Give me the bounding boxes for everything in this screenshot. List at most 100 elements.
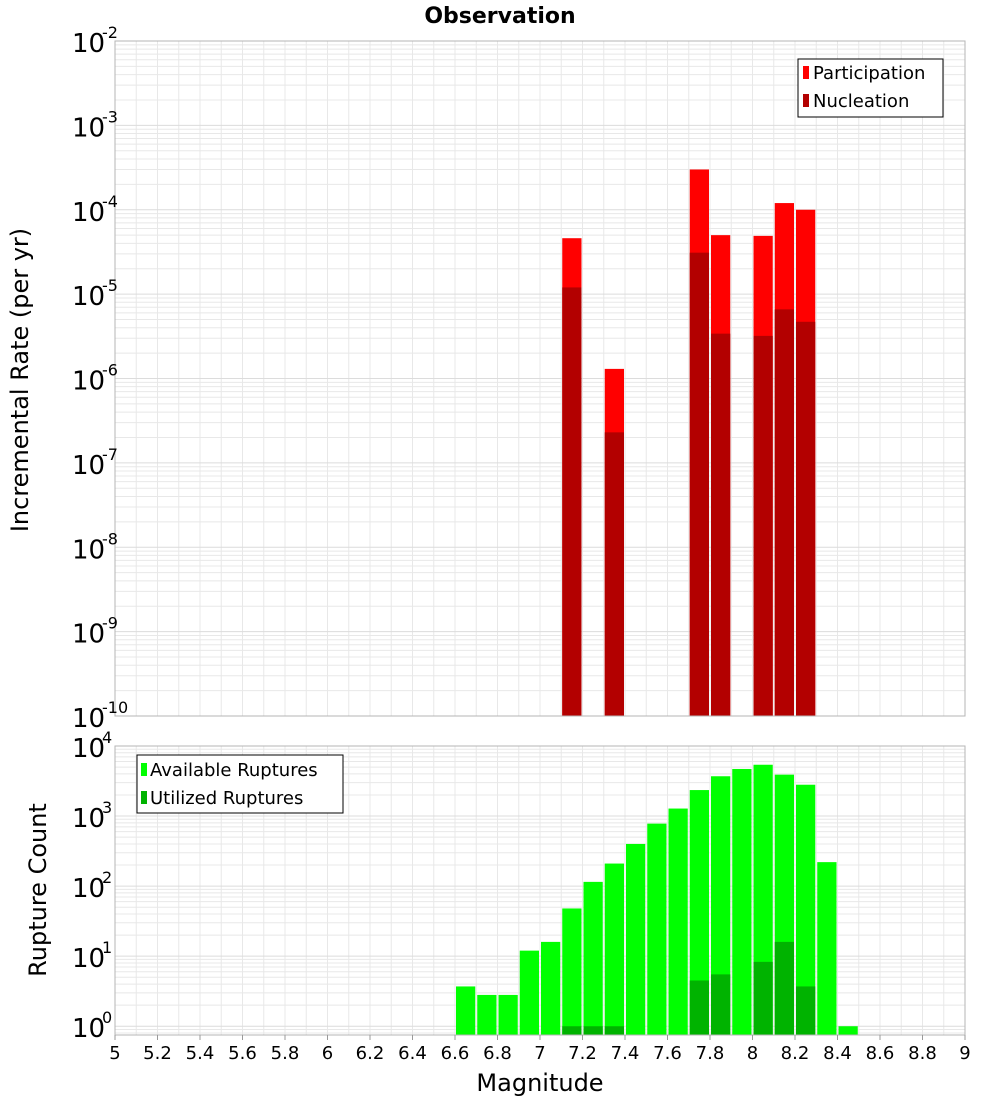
top-series-nucleation (562, 252, 816, 716)
y-tick-exponent: -2 (102, 23, 118, 42)
bar (838, 1026, 858, 1035)
y-tick-label: 10 (72, 804, 105, 834)
y-tick-exponent: -4 (102, 192, 118, 211)
x-tick-label: 6 (322, 1043, 333, 1064)
legend-swatch-utilized (141, 791, 147, 804)
bar (711, 974, 731, 1035)
x-tick-label: 9 (959, 1043, 970, 1064)
bottom-y-axis-label: Rupture Count (24, 803, 52, 977)
legend-label-nucleation: Nucleation (813, 91, 909, 112)
x-tick-label: 8.8 (908, 1043, 937, 1064)
top-legend: Participation Nucleation (797, 58, 944, 118)
x-tick-label: 7.8 (696, 1043, 725, 1064)
x-tick-label: 8.4 (823, 1043, 852, 1064)
y-tick-exponent: 2 (102, 868, 112, 887)
x-tick-label: 5.6 (228, 1043, 257, 1064)
y-tick-label: 10 (72, 944, 105, 974)
bottom-series-available-ruptures (456, 764, 858, 1035)
legend-swatch-nucleation (803, 94, 809, 107)
y-tick-label: 10 (72, 734, 105, 764)
y-tick-exponent: 1 (102, 938, 112, 957)
bar (562, 1026, 582, 1035)
bar (753, 961, 773, 1035)
bar (604, 432, 624, 716)
bottom-legend-box (136, 754, 344, 814)
legend-label-participation: Participation (813, 63, 925, 84)
x-tick-label: 6.8 (483, 1043, 512, 1064)
y-tick-label: 10 (72, 113, 105, 143)
bar (647, 823, 667, 1035)
bar (796, 986, 816, 1035)
y-tick-label: 10 (72, 367, 105, 397)
bar (456, 986, 476, 1035)
bottom-legend: Available Ruptures Utilized Ruptures (136, 754, 344, 814)
bar (689, 980, 709, 1035)
x-tick-label: 5.4 (186, 1043, 215, 1064)
legend-swatch-available (141, 763, 147, 776)
bar (583, 881, 603, 1035)
y-tick-label: 10 (72, 1014, 105, 1044)
bar (774, 941, 794, 1035)
y-tick-label: 10 (72, 451, 105, 481)
x-tick-label: 8 (747, 1043, 758, 1064)
bar (711, 776, 731, 1035)
bar (604, 863, 624, 1035)
bar (583, 1026, 603, 1035)
x-tick-label: 5 (109, 1043, 120, 1064)
bar (498, 994, 518, 1035)
legend-label-available: Available Ruptures (150, 760, 318, 781)
legend-swatch-participation (803, 66, 809, 79)
y-tick-label: 10 (72, 282, 105, 312)
bar (562, 287, 582, 716)
bottom-series-utilized-ruptures (562, 941, 816, 1035)
y-tick-label: 10 (72, 535, 105, 565)
x-tick-label: 6.6 (441, 1043, 470, 1064)
y-tick-exponent: -10 (102, 698, 128, 717)
bar (732, 768, 752, 1035)
top-grid (114, 40, 966, 717)
bar (711, 333, 731, 716)
bar (626, 843, 646, 1035)
bar (541, 941, 561, 1035)
x-tick-label: 5.8 (271, 1043, 300, 1064)
x-tick-label: 7.6 (653, 1043, 682, 1064)
bar (604, 1026, 624, 1035)
bar (477, 994, 497, 1035)
chart-title: Observation (424, 4, 575, 29)
bar (796, 784, 816, 1035)
bar (817, 862, 837, 1035)
y-tick-exponent: -5 (102, 276, 118, 295)
top-legend-box (797, 58, 944, 118)
x-tick-label: 7.2 (568, 1043, 597, 1064)
y-tick-label: 10 (72, 29, 105, 59)
legend-label-utilized: Utilized Ruptures (150, 788, 303, 809)
bar (796, 321, 816, 716)
x-axis-label: Magnitude (476, 1069, 603, 1097)
x-tick-label: 5.2 (143, 1043, 172, 1064)
bar (668, 808, 688, 1035)
bar (689, 252, 709, 716)
x-tick-label: 6.2 (356, 1043, 385, 1064)
bar (689, 790, 709, 1035)
y-tick-exponent: 4 (102, 728, 112, 747)
y-tick-exponent: -3 (102, 107, 118, 126)
top-plot-frame (114, 40, 966, 717)
x-tick-label: 8.2 (781, 1043, 810, 1064)
bar (562, 908, 582, 1035)
y-tick-exponent: -9 (102, 614, 118, 633)
x-tick-label: 7 (534, 1043, 545, 1064)
y-tick-exponent: -8 (102, 529, 118, 548)
y-tick-label: 10 (72, 874, 105, 904)
y-tick-exponent: -7 (102, 445, 118, 464)
y-tick-exponent: 3 (102, 798, 112, 817)
x-tick-label: 6.4 (398, 1043, 427, 1064)
y-tick-exponent: 0 (102, 1008, 112, 1027)
bar (774, 309, 794, 716)
x-tick-label: 8.6 (866, 1043, 895, 1064)
x-tick-label: 7.4 (611, 1043, 640, 1064)
